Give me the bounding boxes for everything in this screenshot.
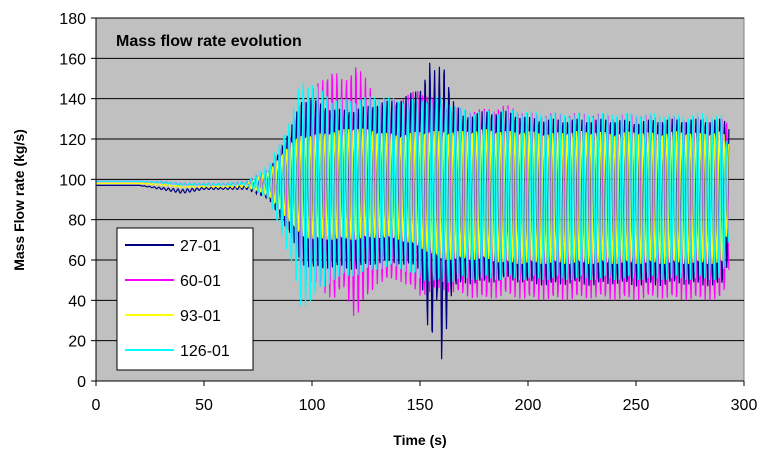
legend-label-2: 93-01 — [180, 308, 221, 325]
x-tick-label-0: 0 — [92, 397, 101, 414]
y-tick-label-3: 60 — [68, 253, 86, 270]
legend-label-3: 126-01 — [180, 343, 230, 360]
y-tick-label-9: 180 — [59, 11, 86, 28]
y-tick-label-4: 80 — [68, 213, 86, 230]
y-axis-title: Mass Flow rate (kg/s) — [11, 129, 27, 271]
legend-label-0: 27-01 — [180, 238, 221, 255]
x-tick-label-6: 300 — [731, 397, 758, 414]
x-tick-label-2: 100 — [299, 397, 326, 414]
chart-title: Mass flow rate evolution — [116, 33, 302, 50]
x-axis-title: Time (s) — [393, 432, 446, 448]
x-tick-label-1: 50 — [195, 397, 213, 414]
y-tick-label-5: 100 — [59, 172, 86, 189]
series-layer — [96, 62, 730, 360]
legend: 27-01 60-01 93-01 126-01 — [116, 227, 254, 371]
y-ticks: 0 20 40 60 80 100 120 140 160 180 — [59, 11, 96, 391]
y-tick-label-0: 0 — [77, 374, 86, 391]
y-tick-label-7: 140 — [59, 92, 86, 109]
y-tick-label-1: 20 — [68, 334, 86, 351]
series-line-126-01 — [96, 82, 730, 307]
y-tick-label-8: 160 — [59, 51, 86, 68]
x-tick-label-5: 250 — [623, 397, 650, 414]
y-tick-label-6: 120 — [59, 132, 86, 149]
x-ticks: 0 50 100 150 200 250 300 — [92, 381, 758, 414]
legend-box — [116, 227, 254, 371]
x-tick-label-4: 200 — [515, 397, 542, 414]
legend-label-1: 60-01 — [180, 273, 221, 290]
x-tick-label-3: 150 — [407, 397, 434, 414]
y-tick-label-2: 40 — [68, 293, 86, 310]
